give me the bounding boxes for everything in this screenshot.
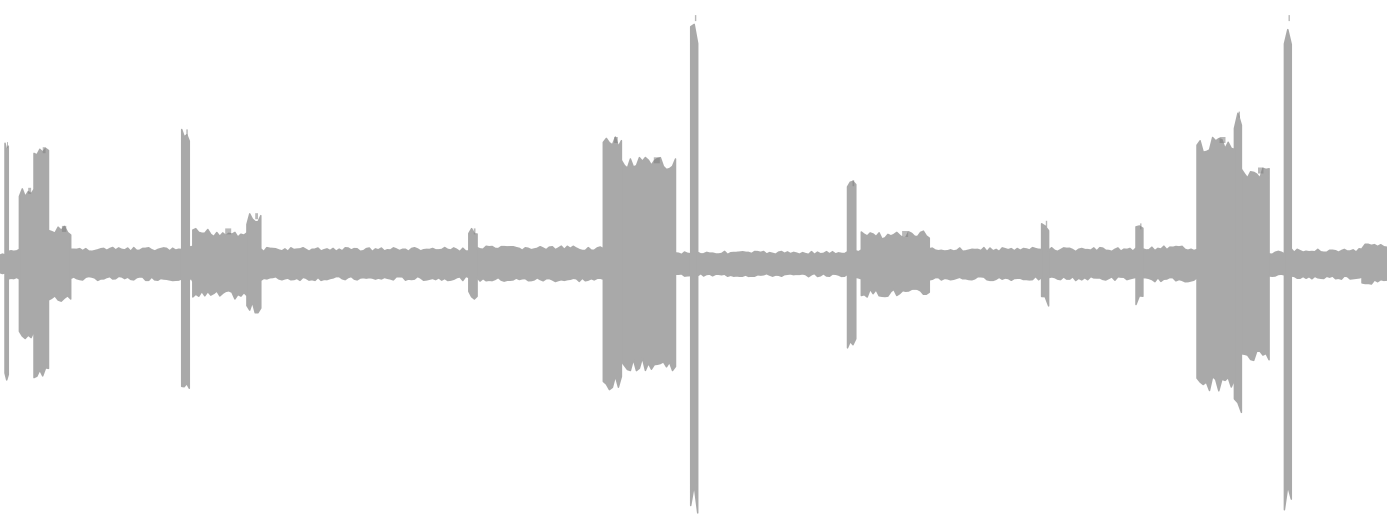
waveform-peak [186, 129, 188, 135]
waveform-segment [621, 158, 675, 371]
waveform-segment [1234, 113, 1241, 412]
waveform-peak [255, 213, 258, 219]
waveform-peak [1239, 112, 1240, 118]
waveform-segment [698, 251, 848, 276]
waveform-segment [193, 229, 247, 299]
waveform-segment [929, 248, 1041, 281]
waveform-peak [853, 180, 855, 186]
waveform-segment [469, 229, 477, 299]
waveform-segment [676, 252, 691, 276]
waveform-peak [654, 157, 660, 163]
waveform-segment [861, 231, 929, 297]
waveform-peak [1220, 137, 1226, 143]
waveform-peak [902, 231, 908, 237]
waveform-peak [1258, 168, 1264, 174]
waveform-peak [1140, 223, 1141, 229]
waveform-segment [1049, 248, 1136, 281]
waveform-peak [1046, 221, 1047, 227]
waveform-segment [34, 148, 49, 377]
waveform-segment [1143, 246, 1197, 282]
waveform-segment [1362, 244, 1387, 284]
waveform-segment [603, 137, 621, 390]
waveform-peak [28, 188, 31, 194]
waveform-peak [474, 228, 476, 234]
waveform-segment [1197, 138, 1234, 391]
waveform-segment [691, 24, 698, 513]
waveform-segment [1042, 224, 1049, 306]
waveform-segment [1241, 168, 1269, 360]
waveform-segment [856, 250, 862, 279]
waveform-peak [614, 137, 618, 143]
waveform-peak [62, 226, 66, 232]
waveform-peak [43, 147, 46, 153]
waveform-peak [225, 228, 231, 234]
waveform-segment [247, 214, 261, 313]
waveform-segment [1291, 249, 1362, 279]
waveform-segment [1284, 30, 1291, 510]
waveform-segment [8, 249, 19, 279]
waveform-segment [848, 181, 856, 347]
waveform-peak [7, 142, 8, 148]
waveform-peak [1289, 15, 1290, 21]
waveform-segment [1269, 251, 1284, 276]
waveform-segment [19, 189, 34, 339]
waveform-peak [695, 15, 696, 21]
waveform-segment [71, 248, 182, 281]
waveform-segment [1136, 226, 1143, 305]
waveform-segment [49, 226, 71, 301]
waveform-segment [182, 130, 190, 389]
waveform-segment [261, 248, 469, 281]
waveform-segment [477, 246, 603, 281]
